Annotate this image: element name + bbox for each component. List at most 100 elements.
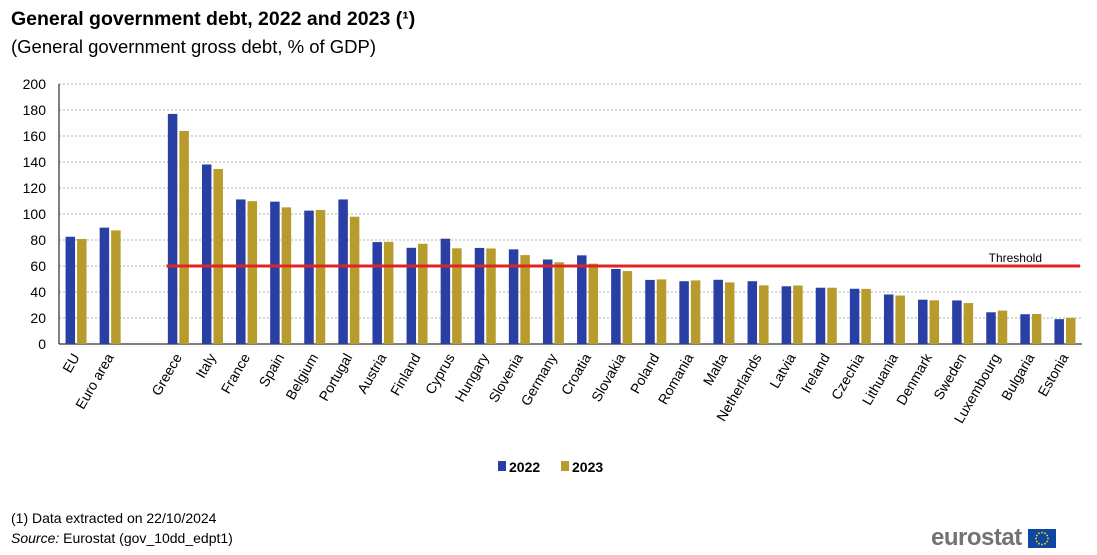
bar-2023 [315,209,326,344]
bar-2023 [247,201,258,344]
bar-2022 [1054,319,1064,344]
bar-2022 [406,247,417,344]
bar-2022 [338,199,348,344]
y-tick-label: 20 [30,310,46,326]
eu-flag-icon [1027,528,1056,548]
x-tick-label: France [218,350,254,396]
bar-2022 [645,279,655,344]
x-tick-label: Malta [700,350,731,388]
bar-2022 [236,199,246,344]
bar-2022 [304,210,314,344]
bar-2022 [270,201,280,344]
flag-star [1034,537,1037,539]
bar-2022 [167,113,178,345]
flag-star [1046,537,1049,539]
bar-2022 [611,268,621,344]
bar-2023 [793,285,803,344]
bar-2022 [542,259,553,344]
legend-label-2022: 2022 [509,459,540,475]
flag-star [1045,534,1048,536]
legend-label-2023: 2023 [572,459,603,475]
bar-2023 [520,255,530,344]
bar-2023 [77,238,87,344]
flag-star [1043,531,1046,534]
flag-star [1043,542,1046,545]
threshold-label: Threshold [989,251,1042,265]
bar-2023 [281,207,292,344]
bar-2022 [781,286,792,344]
bar-2022 [883,294,894,344]
bar-2022 [849,288,860,344]
bar-2023 [349,216,360,344]
x-tick-label: Cyprus [422,351,458,397]
legend-swatch-2022 [498,461,506,471]
chart-subtitle: (General government gross debt, % of GDP… [11,36,377,57]
bar-2022 [1020,314,1030,344]
y-tick-label: 100 [23,206,47,222]
y-tick-label: 80 [30,232,46,248]
bar-2023 [622,271,633,344]
bar-2023 [963,303,974,344]
flag-star [1040,531,1043,533]
x-tick-label: Bulgaria [998,350,1038,403]
bar-2023 [213,169,223,344]
flag-star [1035,540,1038,542]
eurostat-logo-text: eurostat [931,524,1022,551]
bar-2023 [1065,317,1076,344]
bar-2022 [440,238,451,344]
x-tick-label: Poland [627,351,663,397]
bar-2023 [997,310,1008,344]
bar-2023 [588,263,599,344]
y-tick-label: 120 [23,180,47,196]
bar-2022 [65,236,76,344]
source-label: Source: [11,530,60,546]
x-tick-label: Finland [387,351,424,399]
bar-2023 [861,288,871,344]
bar-2022 [201,164,212,344]
bar-2023 [724,282,735,344]
bar-2023 [111,230,121,344]
y-tick-label: 40 [30,284,46,300]
bar-2023 [929,300,940,344]
eurostat-logo: eurostat [931,523,1056,553]
x-tick-label: Italy [192,351,219,381]
y-tick-label: 140 [23,154,47,170]
bar-2023 [486,248,496,344]
flag-background [1027,528,1056,548]
bar-2022 [372,242,382,344]
bar-2022 [99,227,110,344]
bar-2022 [815,287,826,344]
bar-2023 [554,262,564,344]
bar-2022 [918,299,928,344]
bar-2023 [759,285,769,344]
bar-2022 [713,279,723,344]
flag-star [1037,542,1040,545]
y-tick-label: 160 [23,128,47,144]
bar-2023 [656,279,667,344]
flag-star [1035,534,1038,536]
bar-2022 [952,300,962,344]
x-tick-label: Spain [255,351,287,390]
bar-2023 [1031,313,1042,344]
bar-2023 [418,243,428,344]
chart-title: General government debt, 2022 and 2023 (… [11,8,416,30]
y-tick-label: 180 [23,102,47,118]
x-tick-label: Austria [354,350,390,396]
bar-2023 [827,287,837,344]
y-tick-label: 200 [23,76,47,92]
x-tick-label: Estonia [1034,350,1071,399]
flag-star [1040,543,1043,545]
bar-2023 [452,248,462,344]
y-tick-label: 0 [38,336,46,352]
bar-2022 [508,249,519,344]
bar-2022 [474,247,485,344]
bar-2022 [986,312,996,344]
flag-star [1037,531,1040,534]
x-tick-label: Portugal [316,351,356,404]
source-text: Eurostat (gov_10dd_edpt1) [59,530,233,546]
x-tick-label: Croatia [558,350,595,397]
x-tick-label: Ireland [798,351,833,396]
x-tick-label: EU [59,351,83,376]
bar-2023 [690,280,701,344]
